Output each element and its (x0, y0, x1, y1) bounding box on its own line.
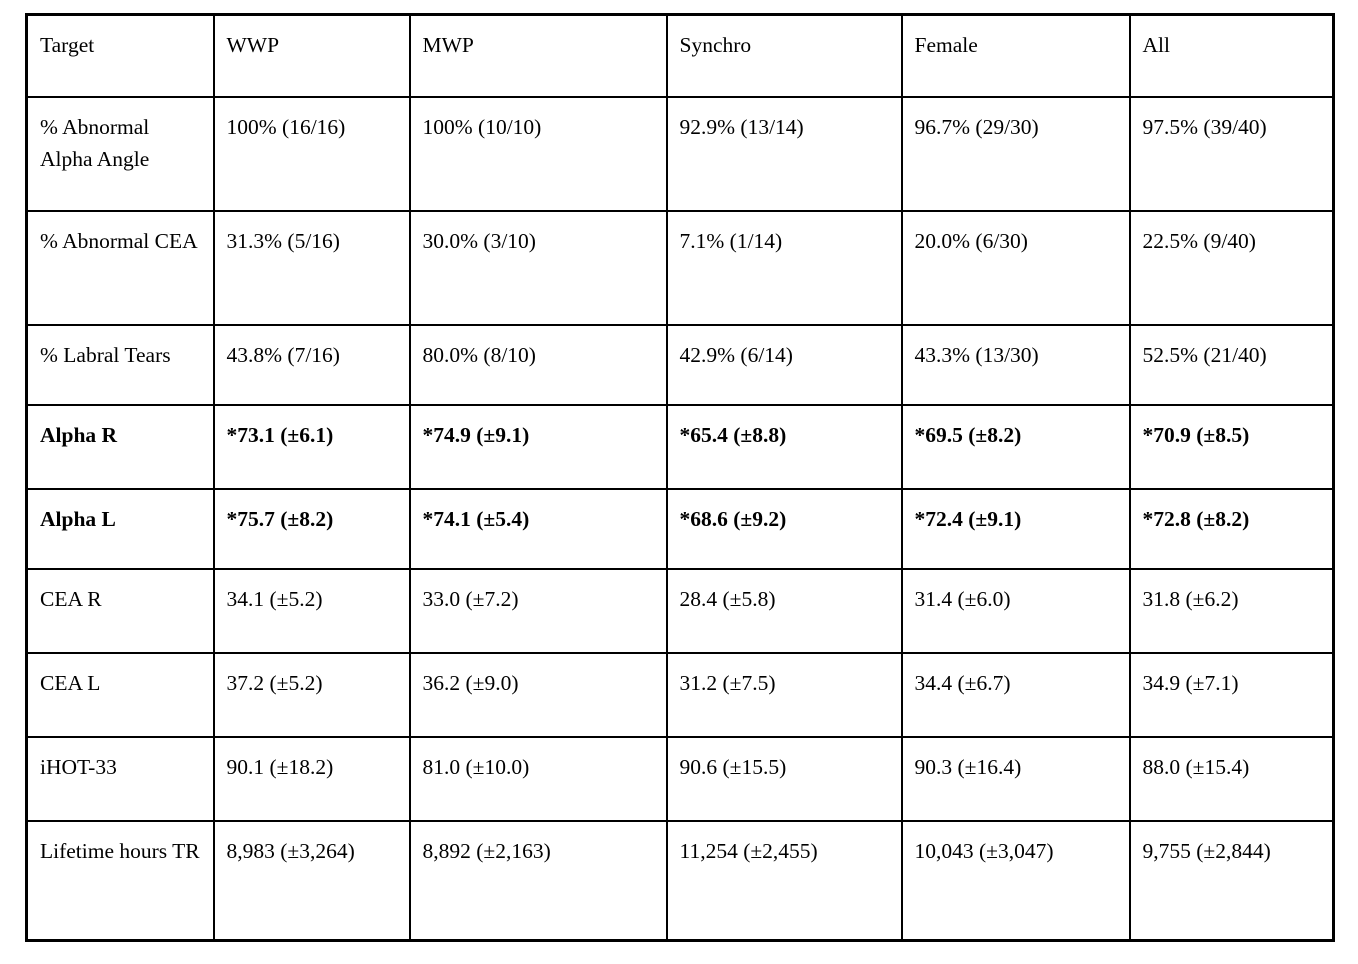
value-cell: 30.0% (3/10) (408, 209, 668, 326)
value-cell: 34.9 (±7.1) (1128, 651, 1335, 738)
value-cell: 28.4 (±5.8) (665, 567, 903, 654)
value-cell: 100% (16/16) (212, 95, 411, 212)
row-label: Alpha L (25, 487, 215, 570)
table-row: % Abnormal CEA 31.3% (5/16) 30.0% (3/10)… (25, 209, 1335, 326)
table-row: iHOT-33 90.1 (±18.2) 81.0 (±10.0) 90.6 (… (25, 735, 1335, 822)
value-cell: 90.3 (±16.4) (900, 735, 1131, 822)
table-row: CEA L 37.2 (±5.2) 36.2 (±9.0) 31.2 (±7.5… (25, 651, 1335, 738)
value-cell: 33.0 (±7.2) (408, 567, 668, 654)
value-cell: 97.5% (39/40) (1128, 95, 1335, 212)
value-cell: 7.1% (1/14) (665, 209, 903, 326)
table-row: Alpha R *73.1 (±6.1) *74.9 (±9.1) *65.4 … (25, 403, 1335, 490)
value-cell: 42.9% (6/14) (665, 323, 903, 406)
value-cell: 81.0 (±10.0) (408, 735, 668, 822)
table-row: CEA R 34.1 (±5.2) 33.0 (±7.2) 28.4 (±5.8… (25, 567, 1335, 654)
column-header-wwp: WWP (212, 13, 411, 98)
value-cell: 52.5% (21/40) (1128, 323, 1335, 406)
value-cell: 31.3% (5/16) (212, 209, 411, 326)
value-cell: *75.7 (±8.2) (212, 487, 411, 570)
table-row: Alpha L *75.7 (±8.2) *74.1 (±5.4) *68.6 … (25, 487, 1335, 570)
row-label: Lifetime hours TR (25, 819, 215, 942)
table-row: % Labral Tears 43.8% (7/16) 80.0% (8/10)… (25, 323, 1335, 406)
column-header-all: All (1128, 13, 1335, 98)
value-cell: 34.1 (±5.2) (212, 567, 411, 654)
row-label: iHOT-33 (25, 735, 215, 822)
row-label: % Labral Tears (25, 323, 215, 406)
column-header-synchro: Synchro (665, 13, 903, 98)
value-cell: 34.4 (±6.7) (900, 651, 1131, 738)
value-cell: 9,755 (±2,844) (1128, 819, 1335, 942)
value-cell: 36.2 (±9.0) (408, 651, 668, 738)
value-cell: 31.2 (±7.5) (665, 651, 903, 738)
value-cell: 20.0% (6/30) (900, 209, 1131, 326)
value-cell: 31.8 (±6.2) (1128, 567, 1335, 654)
value-cell: 43.3% (13/30) (900, 323, 1131, 406)
value-cell: 8,983 (±3,264) (212, 819, 411, 942)
header-row: Target WWP MWP Synchro Female All (25, 13, 1335, 98)
value-cell: *73.1 (±6.1) (212, 403, 411, 490)
value-cell: 90.1 (±18.2) (212, 735, 411, 822)
row-label: % Abnormal CEA (25, 209, 215, 326)
value-cell: *65.4 (±8.8) (665, 403, 903, 490)
value-cell: 37.2 (±5.2) (212, 651, 411, 738)
value-cell: 96.7% (29/30) (900, 95, 1131, 212)
value-cell: 8,892 (±2,163) (408, 819, 668, 942)
column-header-mwp: MWP (408, 13, 668, 98)
row-label: Alpha R (25, 403, 215, 490)
value-cell: 10,043 (±3,047) (900, 819, 1131, 942)
table-row: Lifetime hours TR 8,983 (±3,264) 8,892 (… (25, 819, 1335, 942)
value-cell: 90.6 (±15.5) (665, 735, 903, 822)
value-cell: *72.4 (±9.1) (900, 487, 1131, 570)
value-cell: 88.0 (±15.4) (1128, 735, 1335, 822)
value-cell: 31.4 (±6.0) (900, 567, 1131, 654)
value-cell: 100% (10/10) (408, 95, 668, 212)
value-cell: *74.1 (±5.4) (408, 487, 668, 570)
table-row: % Abnormal Alpha Angle 100% (16/16) 100%… (25, 95, 1335, 212)
value-cell: *68.6 (±9.2) (665, 487, 903, 570)
value-cell: *70.9 (±8.5) (1128, 403, 1335, 490)
value-cell: 80.0% (8/10) (408, 323, 668, 406)
value-cell: 92.9% (13/14) (665, 95, 903, 212)
column-header-female: Female (900, 13, 1131, 98)
page: Target WWP MWP Synchro Female All % Abno… (25, 13, 1335, 942)
row-label: % Abnormal Alpha Angle (25, 95, 215, 212)
value-cell: *72.8 (±8.2) (1128, 487, 1335, 570)
row-label: CEA L (25, 651, 215, 738)
value-cell: 22.5% (9/40) (1128, 209, 1335, 326)
value-cell: 43.8% (7/16) (212, 323, 411, 406)
value-cell: *74.9 (±9.1) (408, 403, 668, 490)
column-header-target: Target (25, 13, 215, 98)
value-cell: 11,254 (±2,455) (665, 819, 903, 942)
value-cell: *69.5 (±8.2) (900, 403, 1131, 490)
row-label: CEA R (25, 567, 215, 654)
results-table: Target WWP MWP Synchro Female All % Abno… (25, 13, 1335, 942)
